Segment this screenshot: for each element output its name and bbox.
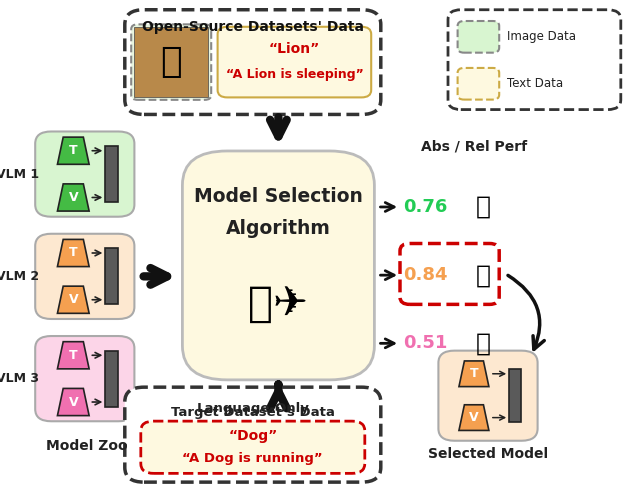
Text: V: V <box>68 293 78 306</box>
Polygon shape <box>459 361 489 387</box>
FancyBboxPatch shape <box>125 10 381 114</box>
Text: 0.76: 0.76 <box>403 198 448 216</box>
Text: “Dog”: “Dog” <box>228 429 277 443</box>
Text: Model Zoo: Model Zoo <box>45 439 127 452</box>
Text: T: T <box>69 144 77 157</box>
FancyBboxPatch shape <box>134 27 208 97</box>
FancyBboxPatch shape <box>105 146 118 202</box>
Text: Abs / Rel Perf: Abs / Rel Perf <box>420 139 527 153</box>
Text: V: V <box>469 411 479 424</box>
FancyBboxPatch shape <box>438 351 538 441</box>
FancyBboxPatch shape <box>125 387 381 482</box>
FancyBboxPatch shape <box>105 351 118 407</box>
Text: 🧑‍✈️: 🧑‍✈️ <box>248 283 308 325</box>
Polygon shape <box>58 286 89 313</box>
Polygon shape <box>58 389 89 415</box>
Text: 🦁: 🦁 <box>161 45 182 79</box>
FancyBboxPatch shape <box>458 21 499 53</box>
FancyBboxPatch shape <box>141 421 365 473</box>
Polygon shape <box>58 240 89 266</box>
Text: T: T <box>69 349 77 362</box>
FancyBboxPatch shape <box>35 336 134 421</box>
Text: “Lion”: “Lion” <box>269 42 320 56</box>
Text: VLM 1: VLM 1 <box>0 168 40 181</box>
Text: Algorithm: Algorithm <box>226 219 331 238</box>
Text: “A Dog is running”: “A Dog is running” <box>182 452 323 465</box>
Polygon shape <box>58 184 89 211</box>
FancyBboxPatch shape <box>35 131 134 217</box>
Text: Image Data: Image Data <box>507 30 576 43</box>
Text: Target Dataset’s Data: Target Dataset’s Data <box>171 406 335 419</box>
Text: Text Data: Text Data <box>507 77 563 90</box>
Polygon shape <box>459 405 489 431</box>
Text: Model Selection: Model Selection <box>194 187 363 206</box>
Text: 0.84: 0.84 <box>403 266 448 284</box>
FancyBboxPatch shape <box>131 24 211 100</box>
FancyBboxPatch shape <box>35 234 134 319</box>
Text: VLM 2: VLM 2 <box>0 270 40 283</box>
FancyBboxPatch shape <box>448 10 621 110</box>
Text: 🥉: 🥉 <box>476 331 491 356</box>
Text: T: T <box>470 367 478 380</box>
FancyBboxPatch shape <box>218 27 371 97</box>
FancyBboxPatch shape <box>105 248 118 304</box>
Text: VLM 3: VLM 3 <box>0 372 40 385</box>
FancyBboxPatch shape <box>182 151 374 380</box>
FancyBboxPatch shape <box>509 369 521 422</box>
Text: Language-Only: Language-Only <box>196 402 309 415</box>
Polygon shape <box>58 137 89 164</box>
Polygon shape <box>58 342 89 369</box>
Text: Open-Source Datasets' Data: Open-Source Datasets' Data <box>142 20 364 35</box>
Text: V: V <box>68 191 78 204</box>
FancyBboxPatch shape <box>458 68 499 100</box>
Text: Selected Model: Selected Model <box>428 448 548 461</box>
Text: “A Lion is sleeping”: “A Lion is sleeping” <box>225 68 364 81</box>
Text: V: V <box>68 395 78 409</box>
Text: 🥇: 🥇 <box>476 263 491 287</box>
Text: T: T <box>69 246 77 260</box>
Text: 🥈: 🥈 <box>476 195 491 219</box>
Text: 0.51: 0.51 <box>403 335 448 352</box>
